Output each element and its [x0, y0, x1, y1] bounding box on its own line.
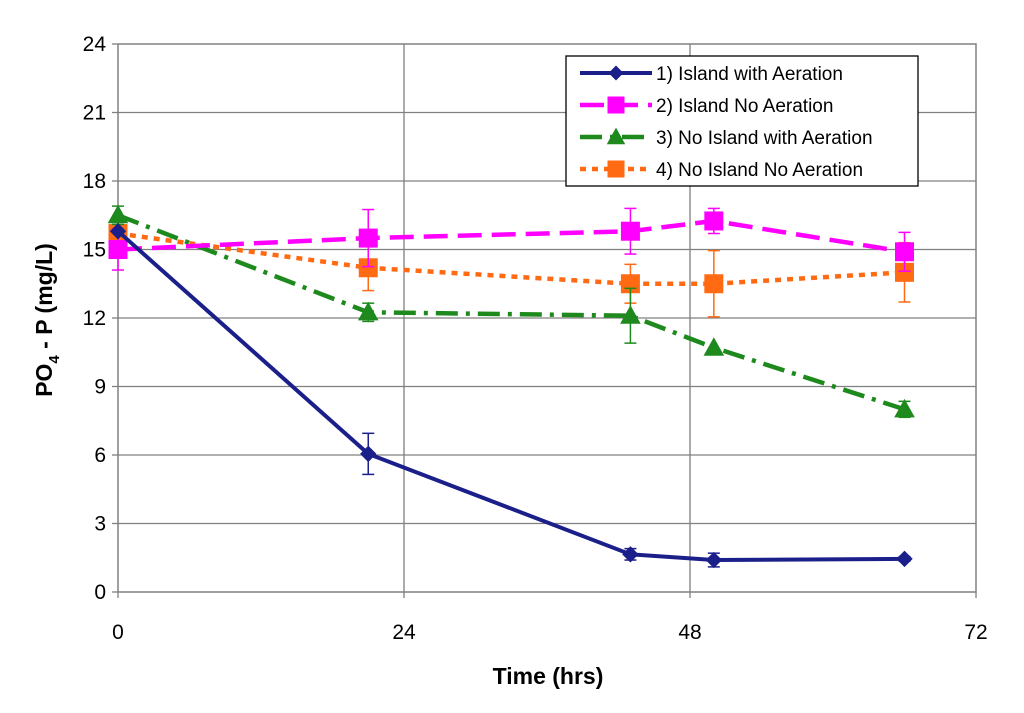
series-4 — [108, 224, 914, 318]
x-tick-label: 0 — [112, 621, 124, 644]
y-tick-label: 9 — [94, 376, 106, 399]
data-point — [622, 546, 639, 563]
data-point — [703, 337, 725, 356]
y-tick-label: 6 — [94, 444, 106, 467]
legend-label: 1) Island with Aeration — [656, 64, 843, 85]
series-3 — [107, 204, 915, 419]
legend-item: 3) No Island with Aeration — [580, 127, 873, 149]
legend-marker — [608, 65, 624, 81]
data-point — [358, 228, 378, 248]
x-axis-title: Time (hrs) — [493, 663, 604, 689]
series-line — [117, 218, 905, 255]
data-point — [704, 211, 724, 231]
legend-marker — [607, 160, 625, 178]
x-tick-label: 48 — [678, 621, 701, 644]
legend-marker — [606, 127, 626, 145]
legend-item: 4) No Island No Aeration — [580, 160, 863, 181]
series-group — [107, 204, 915, 569]
series-1 — [109, 223, 913, 569]
data-point — [109, 223, 127, 240]
series-line — [117, 231, 905, 286]
legend: 1) Island with Aeration 2) Island No Aera… — [565, 55, 919, 187]
data-point — [620, 305, 641, 324]
x-tick-label: 72 — [964, 621, 987, 644]
series-line — [116, 229, 905, 563]
y-tick-label: 0 — [94, 581, 106, 604]
y-tick-label: 21 — [83, 102, 106, 125]
data-point — [107, 204, 129, 224]
data-point — [360, 445, 377, 463]
data-point — [357, 301, 379, 321]
data-point — [895, 242, 914, 262]
legend-label: 3) No Island with Aeration — [656, 128, 873, 149]
y-axis-title-subscript: 4 — [46, 355, 63, 364]
y-axis-title: PO4 - P (mg/L) — [31, 243, 63, 397]
series-line — [117, 213, 906, 412]
y-tick-label: 24 — [83, 33, 107, 56]
legend-marker — [607, 96, 625, 114]
gridlines — [118, 44, 976, 592]
legend-box — [565, 55, 919, 187]
axis-ticks: 0 3 6 9 12 15 18 21 24 0 24 48 72 — [83, 33, 988, 644]
legend-label: 4) No Island No Aeration — [656, 160, 863, 181]
y-axis-title-rest: - P (mg/L) — [31, 243, 57, 355]
data-point — [620, 221, 640, 241]
legend-item: 2) Island No Aeration — [580, 96, 833, 117]
y-tick-label: 12 — [83, 307, 106, 330]
legend-item: 1) Island with Aeration — [580, 64, 843, 85]
data-point — [705, 551, 723, 569]
series-2 — [108, 207, 914, 272]
x-tick-label: 24 — [392, 621, 416, 644]
data-point — [896, 550, 913, 568]
y-tick-label: 15 — [83, 239, 106, 262]
y-tick-label: 3 — [94, 513, 106, 536]
data-point — [894, 398, 915, 418]
data-point — [108, 240, 128, 259]
legend-items: 1) Island with Aeration 2) Island No Aera… — [580, 64, 873, 181]
data-point — [704, 274, 724, 294]
y-tick-label: 18 — [83, 170, 106, 193]
legend-label: 2) Island No Aeration — [656, 96, 833, 117]
y-axis-title-main: PO — [31, 364, 57, 397]
